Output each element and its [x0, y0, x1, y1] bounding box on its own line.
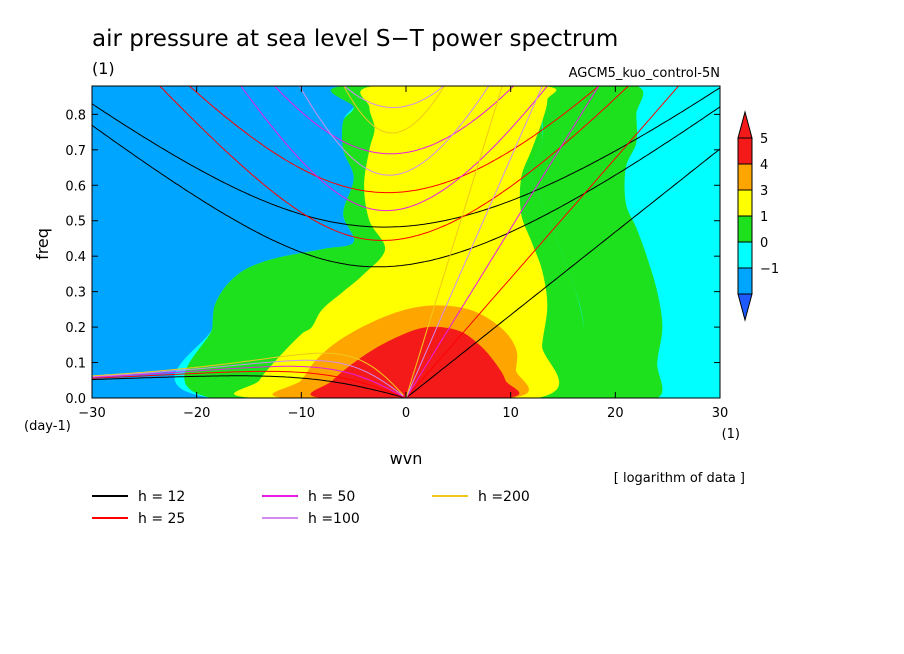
x-tick-label: −30 [78, 406, 105, 421]
kelvin-curve-h50 [405, 86, 600, 398]
y-axis-ticks: 0.0 0.1 0.2 0.3 0.4 0.5 0.6 0.7 0.8 [65, 108, 720, 407]
x-tick-label: −20 [183, 406, 210, 421]
kelvin-curve-h25 [405, 86, 680, 398]
legend-label-h50: h = 50 [308, 489, 355, 505]
y-tick-label: 0.8 [65, 108, 86, 123]
y-tick-label: 0.2 [65, 321, 86, 336]
rossby-curve-h200 [92, 352, 404, 396]
rossby-curve-h100 [92, 359, 404, 397]
colorbar-label: 4 [760, 158, 768, 173]
rossby-curve-h25 [92, 370, 404, 398]
chart-title: air pressure at sea level S−T power spec… [92, 26, 618, 52]
chart-subtitle-left: (1) [92, 59, 115, 78]
y-tick-label: 0.1 [65, 357, 86, 372]
colorbar-label: 5 [760, 132, 768, 147]
ig1-curve-h50 [240, 86, 548, 212]
x-unit-label: (1) [722, 427, 740, 442]
colorbar-box [737, 241, 753, 269]
y-tick-label: 0.3 [65, 286, 86, 301]
ig2-curve-h100 [343, 86, 445, 109]
x-axis-ticks: −30 −20 −10 0 10 20 30 [78, 86, 728, 421]
dispersion-legend: h = 12 h = 25 h = 50 h =100 h =200 [92, 489, 530, 527]
y-tick-label: 0.6 [65, 179, 86, 194]
y-axis-label: freq [33, 228, 52, 260]
y-tick-label: 0.4 [65, 250, 86, 265]
colorbar-over-arrow [737, 110, 753, 139]
colorbar-label: 0 [760, 236, 768, 251]
ig1-curve-h25 [159, 86, 630, 241]
x-tick-label: 30 [712, 406, 729, 421]
x-tick-label: 0 [402, 406, 410, 421]
kelvin-curve-h200 [405, 86, 503, 398]
y-unit-label: (day-1) [24, 419, 71, 434]
legend-label-h200: h =200 [478, 489, 530, 505]
rossby-curve-h50 [92, 365, 404, 398]
legend-label-h12: h = 12 [138, 489, 185, 505]
colorbar-label: 3 [760, 184, 768, 199]
legend-label-h25: h = 25 [138, 511, 185, 527]
colorbar-label: 1 [760, 210, 768, 225]
chart-subtitle-right: AGCM5_kuo_control-5N [569, 66, 720, 81]
colorbar-under-arrow [737, 293, 753, 322]
x-tick-label: −10 [288, 406, 315, 421]
ig2-curve-h50 [273, 86, 515, 155]
x-axis-label: wvn [390, 449, 423, 468]
ig1-curve-h12 [92, 106, 720, 268]
dispersion-curve-layer [92, 86, 720, 398]
contour-region-9 [310, 326, 520, 398]
ig1-curve-h100 [298, 86, 490, 176]
x-tick-label: 10 [502, 406, 519, 421]
contour-region-5 [624, 86, 720, 398]
rossby-curve-h12 [92, 375, 404, 398]
ig2-curve-h12 [92, 87, 720, 228]
colorbar-label: −1 [760, 262, 779, 277]
y-tick-label: 0.0 [65, 392, 86, 407]
contour-region-6 [531, 86, 663, 398]
plot-area [92, 86, 720, 398]
colorbar-box [737, 137, 753, 165]
kelvin-curve-h100 [405, 86, 543, 398]
colorbar-box [737, 163, 753, 191]
colorbar-box [737, 267, 753, 295]
colorbar: 5 4 3 1 0 −1 [737, 110, 779, 322]
data-note: [ logarithm of data ] [614, 471, 745, 486]
legend-label-h100: h =100 [308, 511, 360, 527]
ig2-curve-h25 [188, 86, 600, 194]
kelvin-curve-h12 [405, 148, 720, 398]
colorbar-box [737, 189, 753, 217]
x-tick-label: 20 [607, 406, 624, 421]
y-tick-label: 0.5 [65, 215, 86, 230]
y-tick-label: 0.7 [65, 144, 86, 159]
ig1-curve-h200 [343, 86, 445, 134]
colorbar-box [737, 215, 753, 243]
